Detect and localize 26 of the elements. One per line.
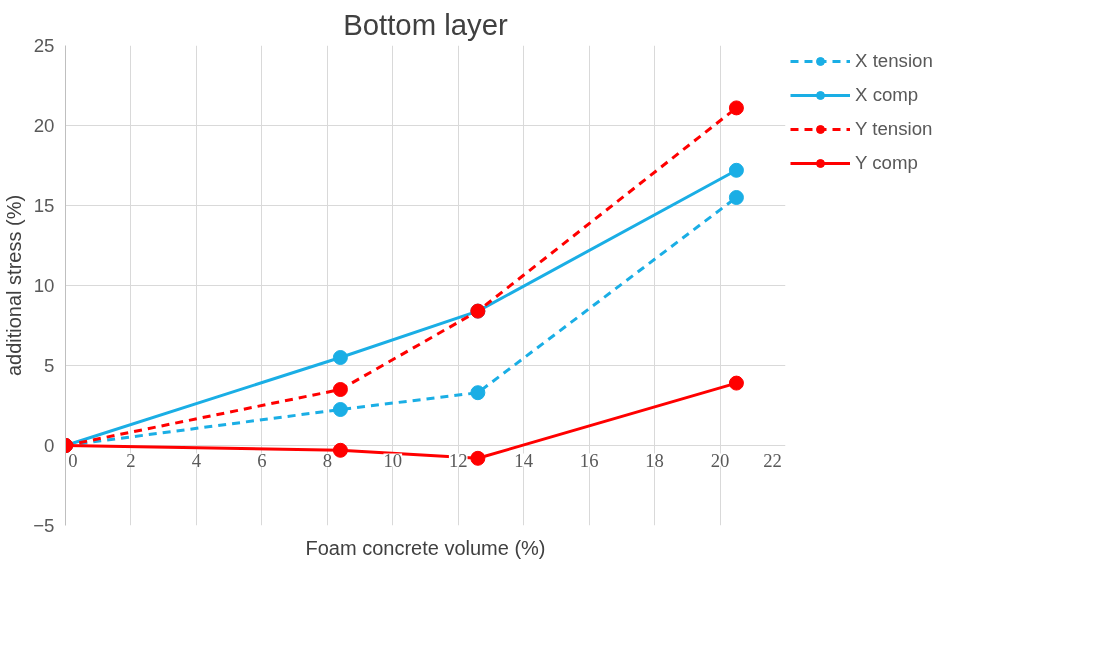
x-tick-label: 16 [579, 449, 599, 471]
x-tick-label: 2 [126, 449, 136, 471]
x-tick-label: 0 [68, 449, 78, 471]
legend-label: X tension [855, 50, 933, 72]
y-tick-label: 10 [33, 275, 55, 296]
x-tick-label: 12 [448, 449, 468, 471]
y-tick-label: 25 [33, 35, 55, 56]
x-tick-label: 6 [257, 449, 267, 471]
x-tick-label: 18 [645, 449, 664, 471]
legend-label: Y tension [855, 118, 933, 140]
x-tick-label: 14 [514, 449, 534, 471]
x-tick-label: 4 [191, 449, 202, 471]
y-tick-label: 0 [44, 435, 55, 456]
y-tick-label: 15 [33, 195, 55, 216]
x-tick-label: 20 [710, 449, 730, 471]
chart-title: Bottom layer [343, 7, 509, 41]
x-tick-label: 10 [383, 449, 403, 471]
legend-label: Y comp [855, 152, 918, 174]
y-tick-label: 5 [44, 355, 55, 376]
y-tick-label: −5 [33, 515, 55, 536]
legend-label: X comp [855, 84, 919, 106]
x-tick-label: 22 [763, 449, 782, 471]
y-tick-label: 20 [33, 115, 55, 136]
x-tick-label: 8 [322, 449, 332, 471]
y-axis-title: additional stress (%) [3, 194, 26, 377]
x-axis-title: Foam concrete volume (%) [305, 536, 546, 559]
